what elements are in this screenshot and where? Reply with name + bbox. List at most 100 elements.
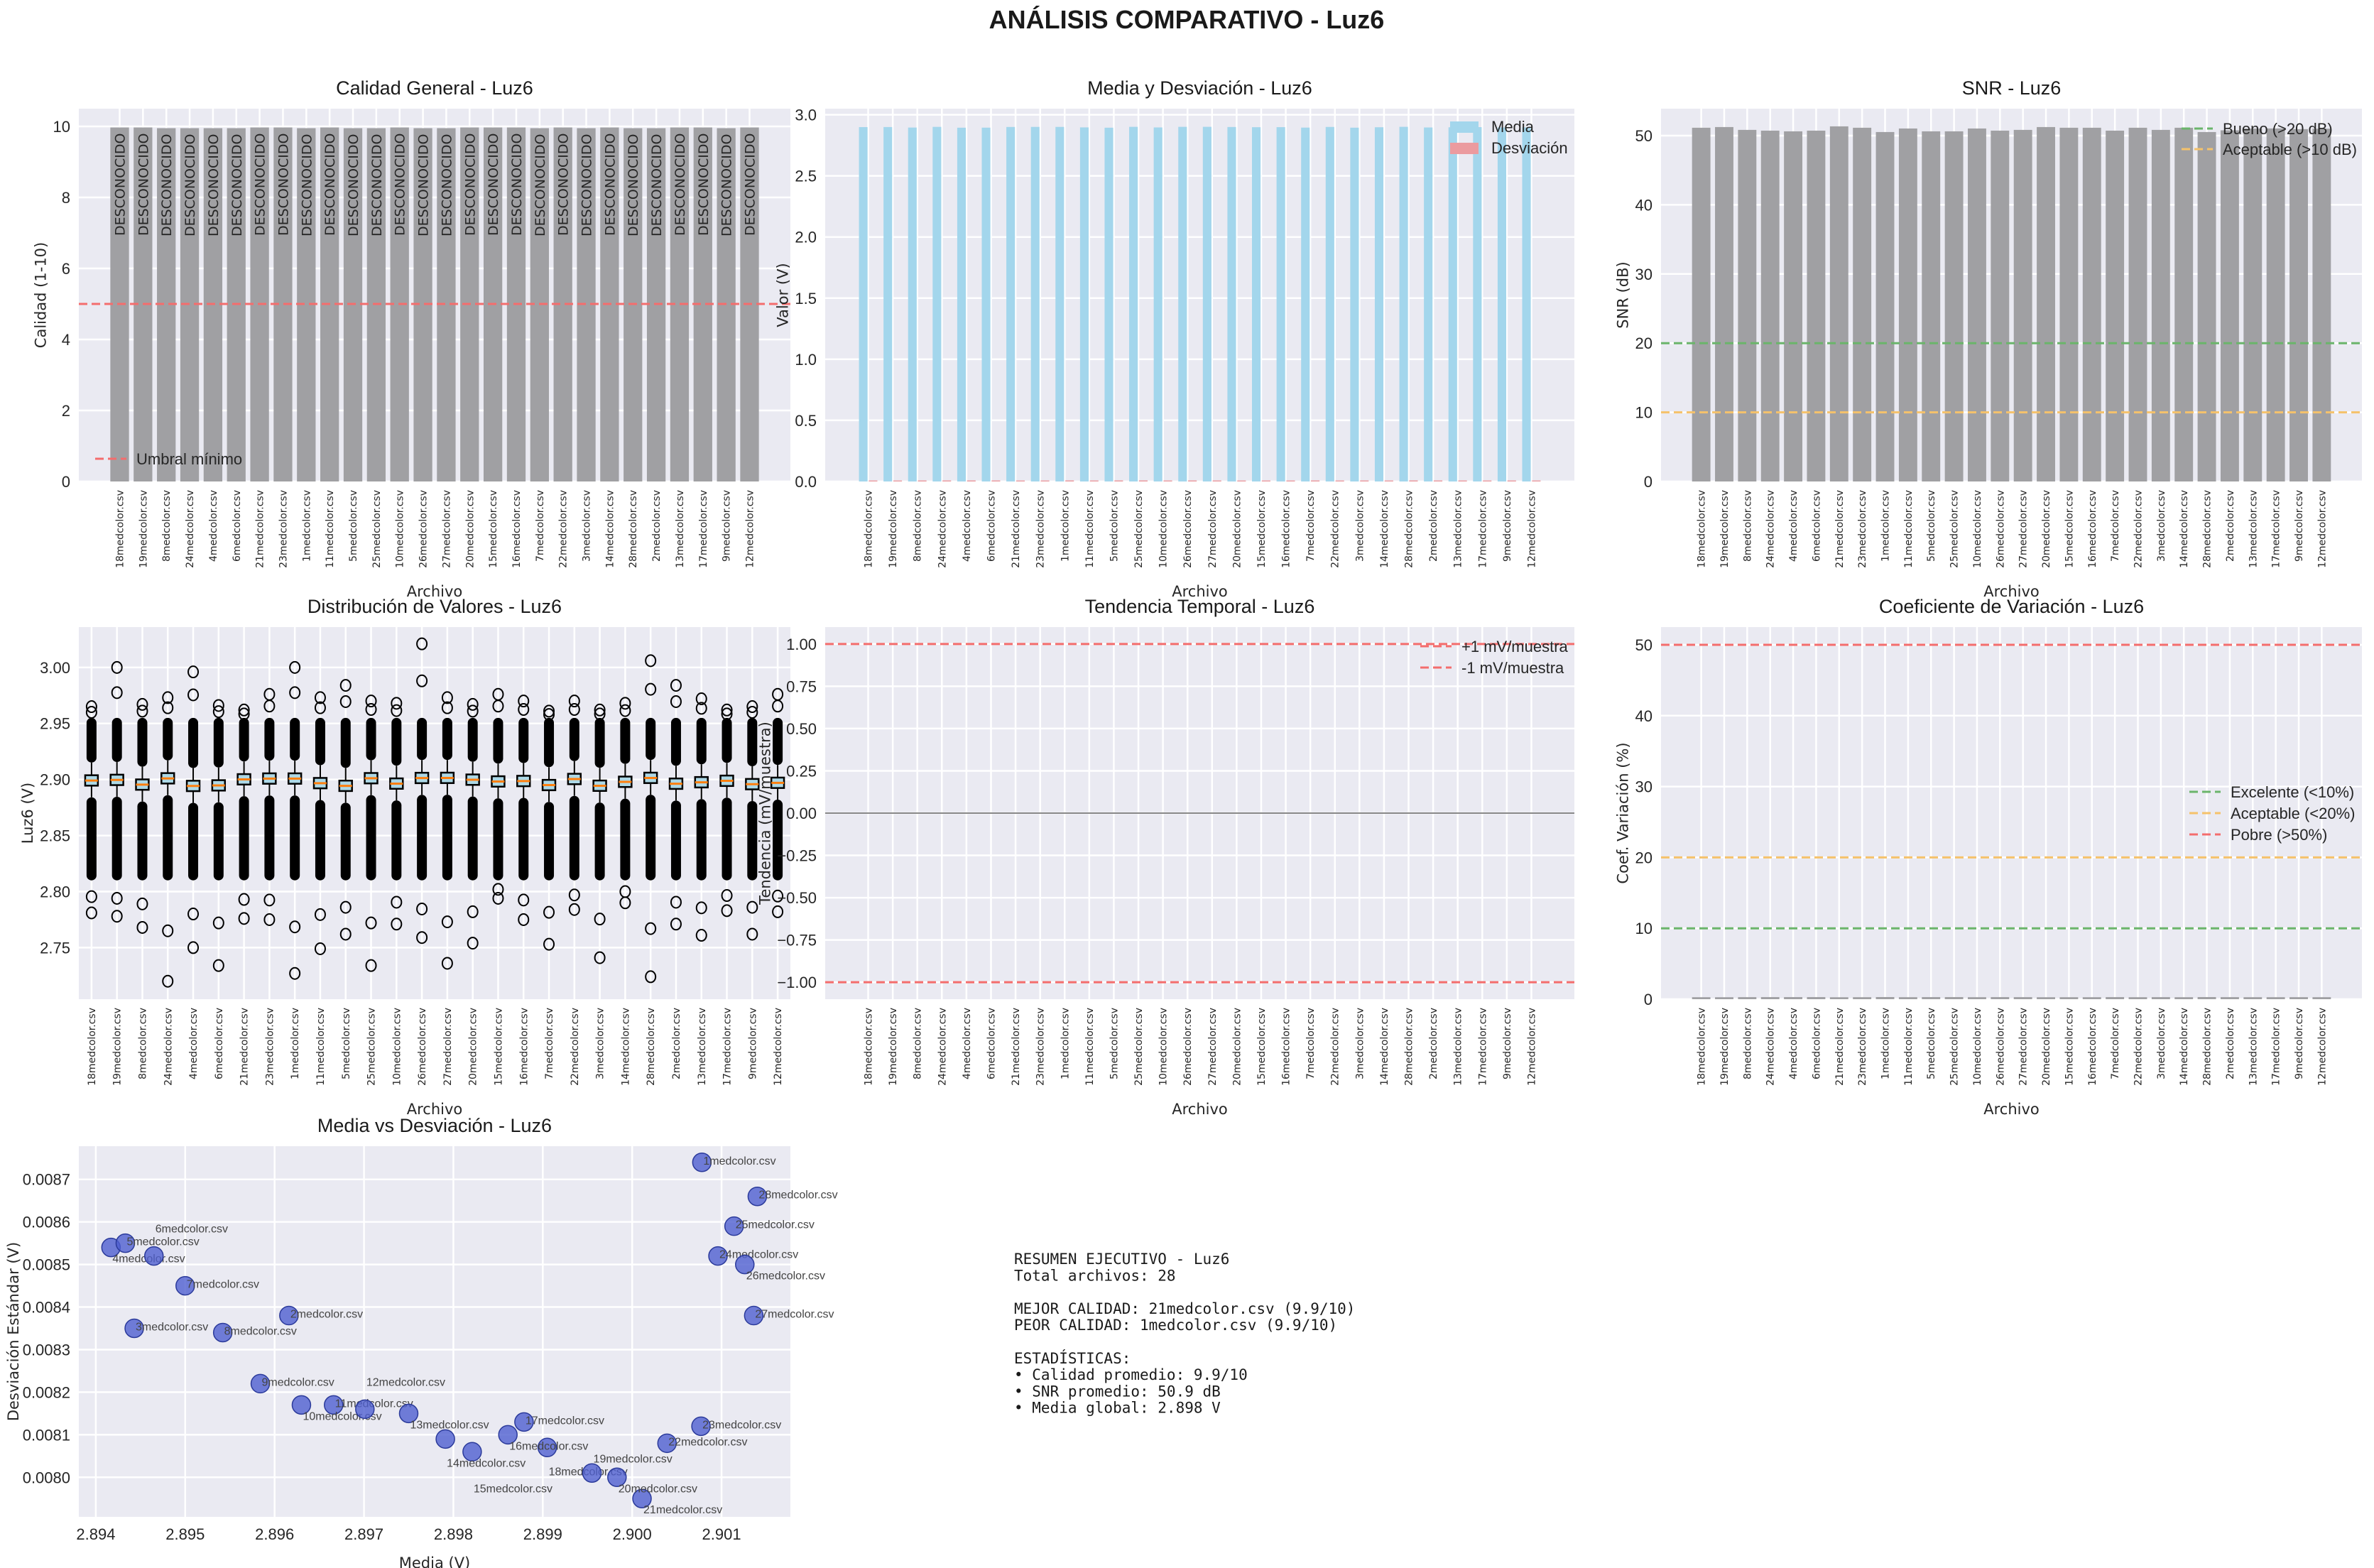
boxplot — [440, 691, 455, 970]
scatter-point-group: 16medcolor.csv — [498, 1425, 588, 1452]
boxplot — [287, 660, 303, 980]
boxplot — [770, 687, 785, 918]
y-tick-label: 0.00 — [786, 805, 817, 822]
scatter-point — [607, 1467, 627, 1488]
x-axis-label: Archivo — [407, 583, 463, 600]
x-tick-label: 23medcolor.csv — [1035, 1008, 1047, 1086]
x-tick-label: 20medcolor.csv — [2041, 1008, 2052, 1086]
scatter-point-group: 23medcolor.csv — [691, 1416, 781, 1437]
x-tick-label: 4medcolor.csv — [962, 1008, 973, 1079]
scatter-point-group: 9medcolor.csv — [250, 1373, 334, 1394]
x-tick-label: 2.900 — [613, 1525, 652, 1543]
bar — [2151, 129, 2170, 482]
bar — [2312, 129, 2331, 481]
x-tick-label: 6medcolor.csv — [1811, 1008, 1822, 1079]
x-axis-label: Archivo — [1172, 583, 1228, 600]
scatter-point-group: 3medcolor.csv — [124, 1318, 208, 1339]
scatter-point-group: 1medcolor.csv — [692, 1153, 776, 1172]
x-tick-label: 25medcolor.csv — [1949, 1008, 1961, 1086]
outlier-point — [467, 937, 479, 950]
outlier-point — [289, 920, 301, 934]
boxplot — [541, 704, 557, 951]
y-tick-label: 20 — [1635, 849, 1652, 866]
y-tick-label: 2 — [62, 402, 70, 420]
boxplot — [109, 660, 124, 923]
legend-label: Umbral mínimo — [136, 450, 242, 468]
x-tick-label: 19medcolor.csv — [1719, 1008, 1731, 1086]
x-tick-label: 5medcolor.csv — [1109, 490, 1120, 562]
bar — [1944, 131, 1964, 481]
x-tick-label: 25medcolor.csv — [366, 1008, 378, 1086]
y-tick-label: 0.0 — [795, 473, 817, 491]
y-tick-label: 1.0 — [795, 351, 817, 369]
boxplot — [364, 695, 379, 972]
chart-title: Media y Desviación - Luz6 — [1087, 77, 1312, 99]
boxplot — [414, 637, 430, 944]
outlier-cluster — [518, 717, 529, 763]
outlier-cluster — [747, 717, 758, 767]
y-tick-label: 0.0081 — [23, 1426, 70, 1444]
bar-value-label: DESCONOCIDO — [112, 134, 128, 236]
chart-title: Media vs Desviación - Luz6 — [317, 1115, 552, 1136]
outlier-point — [238, 912, 250, 925]
outlier-point — [441, 915, 453, 929]
bar-value-label: DESCONOCIDO — [439, 134, 454, 237]
trend-chart: −1.00 −0.75 −0.50 −0.25 0.00 0.25 0.50 0.75 1.00… — [756, 596, 1574, 1118]
scatter-point-label: 20medcolor.csv — [619, 1483, 697, 1495]
y-tick-label: 10 — [1635, 404, 1652, 422]
bar-value-label: DESCONOCIDO — [393, 134, 408, 236]
boxplot — [592, 703, 607, 964]
bar — [1853, 997, 1872, 999]
y-tick-label: 0.50 — [786, 720, 817, 738]
y-axis-label: Valor (V) — [774, 263, 791, 327]
outlier-point — [543, 708, 555, 722]
x-tick-label: 26medcolor.csv — [1995, 1008, 2006, 1086]
mean-vs-std-chart: 0.0080 0.0081 0.0082 0.0083 0.0084 0.0085 0.00… — [5, 1115, 838, 1568]
scatter-point-label: 24medcolor.csv — [719, 1249, 798, 1261]
bar — [2082, 997, 2101, 999]
outlier-point — [619, 704, 631, 717]
x-tick-label: 7medcolor.csv — [1305, 1008, 1317, 1079]
x-tick-label: 25medcolor.csv — [1133, 490, 1145, 568]
bar — [1104, 127, 1114, 481]
outlier-cluster — [111, 717, 122, 763]
outlier-cluster — [773, 717, 783, 766]
outlier-cluster — [442, 795, 452, 881]
scatter-point-label: 25medcolor.csv — [736, 1219, 815, 1231]
y-axis-label: Luz6 (V) — [19, 783, 36, 844]
outlier-point — [670, 918, 682, 931]
scatter-point-group: 7medcolor.csv — [175, 1275, 259, 1296]
outlier-point — [772, 905, 784, 918]
x-tick-label: 11medcolor.csv — [1903, 1008, 1915, 1086]
x-tick-label: 11medcolor.csv — [1084, 490, 1096, 568]
bar — [1760, 997, 1780, 999]
outlier-cluster — [213, 717, 224, 768]
outlier-point — [568, 703, 580, 717]
bar — [1715, 997, 1733, 999]
bar — [2151, 997, 2170, 999]
y-tick-label: −1.00 — [777, 974, 817, 991]
bar — [1875, 131, 1895, 482]
bar — [2197, 997, 2216, 999]
scatter-point — [724, 1216, 744, 1236]
mean-std-chart: 0.0 0.5 1.0 1.5 2.0 2.5 3.0 18medcolor.csv 19med… — [774, 77, 1574, 600]
scatter-point-group: 5medcolor.csv — [115, 1233, 200, 1253]
bar-value-label: DESCONOCIDO — [183, 134, 198, 237]
bar — [1784, 131, 1803, 481]
scatter-point-group: 17medcolor.csv — [514, 1412, 604, 1432]
y-tick-label: 0 — [1644, 473, 1652, 491]
scatter-point-group: 27medcolor.csv — [744, 1305, 834, 1326]
bar — [2243, 997, 2263, 999]
x-tick-label: 16medcolor.csv — [518, 1008, 530, 1086]
outlier-point — [518, 893, 530, 907]
bar — [2197, 131, 2216, 482]
bar — [1448, 127, 1457, 481]
legend-item: Excelente (<10%) — [2189, 783, 2354, 801]
scatter-point-label: 8medcolor.csv — [224, 1325, 297, 1337]
summary-line: Total archivos: 28 — [1014, 1267, 1176, 1284]
legend-item: +1 mV/muestra — [1420, 638, 1569, 655]
scatter-point-label: 23medcolor.csv — [702, 1419, 781, 1431]
x-tick-label: 15medcolor.csv — [493, 1008, 504, 1086]
x-tick-label: 26medcolor.csv — [1182, 490, 1194, 568]
bar-value-label: DESCONOCIDO — [649, 134, 665, 237]
